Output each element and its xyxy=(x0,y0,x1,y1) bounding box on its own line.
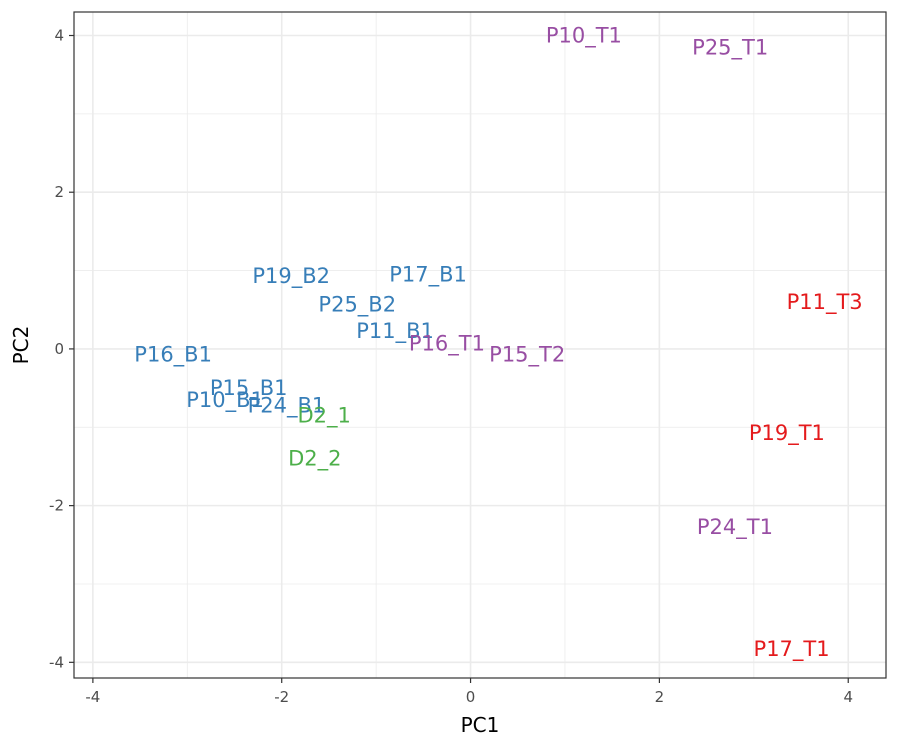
x-axis-title: PC1 xyxy=(461,713,500,737)
point-label: P17_B1 xyxy=(389,262,467,287)
point-label: P24_T1 xyxy=(697,515,773,540)
point-label: P10_T1 xyxy=(546,24,622,49)
x-tick-label: 0 xyxy=(466,688,476,706)
point-label: P11_B1 xyxy=(356,319,434,344)
point-label: P11_T3 xyxy=(787,290,863,315)
point-label: P24_B1 xyxy=(248,393,326,418)
point-label: D2_2 xyxy=(288,447,341,472)
y-axis-title: PC2 xyxy=(9,326,33,365)
point-label: P16_B1 xyxy=(134,342,212,367)
plot-panel xyxy=(73,11,887,679)
point-label: P10_B1 xyxy=(186,388,264,413)
point-label: P17_T1 xyxy=(754,637,830,662)
point-label: P25_B2 xyxy=(318,292,396,317)
y-tick-label: 2 xyxy=(54,183,64,201)
x-tick-label: 4 xyxy=(843,688,853,706)
y-tick-label: 0 xyxy=(54,340,64,358)
point-label: P19_B2 xyxy=(252,264,330,289)
x-tick-label: -4 xyxy=(85,688,100,706)
y-tick-label: -4 xyxy=(49,653,64,671)
panel-border xyxy=(73,11,887,679)
point-label: P16_T1 xyxy=(409,331,485,356)
point-label: P15_T2 xyxy=(489,342,565,367)
point-label: D2_1 xyxy=(298,404,351,429)
point-label: P15_B1 xyxy=(210,376,288,401)
y-tick-label: 4 xyxy=(54,27,64,45)
point-label: P25_T1 xyxy=(692,35,768,60)
point-label: P19_T1 xyxy=(749,421,825,446)
x-tick-label: 2 xyxy=(655,688,665,706)
y-tick-label: -2 xyxy=(49,497,64,515)
x-tick-label: -2 xyxy=(274,688,289,706)
axis-ticks: -4 -2 0 2 4 -4 -2 0 2 4 xyxy=(49,27,853,706)
